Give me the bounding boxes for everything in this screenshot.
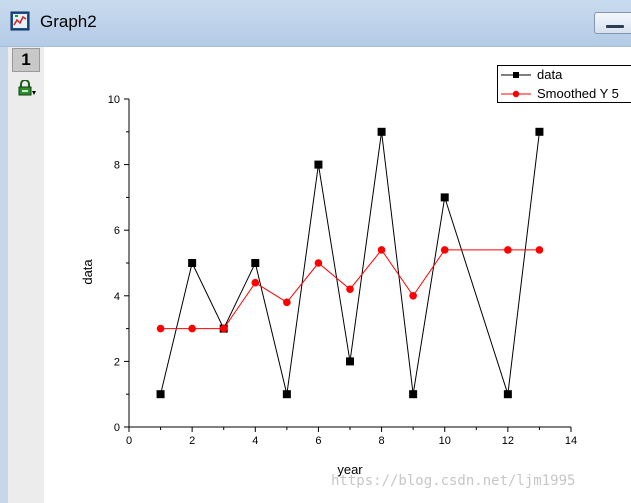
- lock-icon[interactable]: [17, 80, 37, 96]
- x-axis-label: year: [337, 462, 363, 477]
- minimize-icon: [606, 25, 624, 28]
- data-point-smoothed: [409, 292, 417, 300]
- data-point-smoothed: [504, 246, 512, 254]
- data-point-data: [535, 127, 544, 136]
- data-point-smoothed: [283, 298, 291, 307]
- data-point-smoothed: [377, 246, 386, 254]
- legend-item-smoothed: Smoothed Y 5: [498, 85, 631, 102]
- y-tick-label: 8: [114, 160, 120, 172]
- data-point-smoothed: [535, 246, 544, 254]
- data-point-smoothed: [440, 246, 449, 254]
- x-tick-label: 8: [379, 435, 385, 447]
- legend-label-smoothed: Smoothed Y 5: [537, 86, 619, 101]
- data-point-data: [409, 390, 418, 399]
- minimize-button[interactable]: [594, 12, 631, 34]
- x-tick-label: 0: [126, 435, 132, 447]
- y-tick-label: 10: [108, 94, 120, 106]
- window-title-bar[interactable]: Graph2: [0, 0, 631, 47]
- legend-label-data: data: [537, 67, 563, 82]
- data-point-smoothed: [251, 278, 260, 287]
- data-point-smoothed: [219, 324, 228, 333]
- x-tick-label: 4: [252, 435, 258, 447]
- data-point-data: [251, 259, 260, 267]
- series-line-data: [160, 131, 540, 395]
- x-tick-label: 12: [502, 435, 514, 447]
- data-point-data: [503, 390, 512, 399]
- data-point-data: [314, 160, 323, 169]
- graph-window-icon: [10, 11, 30, 31]
- data-point-data: [188, 259, 197, 267]
- y-tick-label: 4: [114, 291, 120, 303]
- y-axis-label: data: [80, 259, 95, 285]
- x-tick-label: 2: [189, 435, 195, 447]
- window-frame-left: [0, 47, 8, 503]
- data-point-data: [440, 193, 449, 202]
- x-tick-label: 6: [315, 435, 321, 447]
- y-tick-label: 0: [114, 422, 120, 434]
- chart-legend[interactable]: data Smoothed Y 5: [497, 65, 631, 103]
- data-point-data: [346, 357, 354, 366]
- y-tick-label: 6: [114, 225, 120, 237]
- layer-tab-1[interactable]: 1: [12, 48, 40, 72]
- data-point-data: [377, 127, 386, 136]
- legend-symbol-smoothed: [501, 90, 531, 98]
- y-tick-label: 2: [114, 356, 120, 368]
- watermark: https://blog.csdn.net/ljm1995: [331, 473, 576, 489]
- series-line-smoothed: [160, 249, 540, 330]
- data-point-data: [156, 390, 165, 399]
- data-point-smoothed: [188, 324, 196, 333]
- legend-symbol-data: [501, 72, 531, 78]
- data-point-smoothed: [314, 259, 323, 267]
- legend-item-data: data: [498, 66, 631, 84]
- x-tick-label: 10: [439, 435, 451, 447]
- data-point-smoothed: [346, 285, 354, 294]
- x-tick-label: 14: [565, 435, 577, 447]
- layer-column: [8, 47, 44, 503]
- data-point-data: [282, 390, 291, 399]
- data-point-smoothed: [156, 324, 165, 333]
- window-title: Graph2: [40, 12, 97, 31]
